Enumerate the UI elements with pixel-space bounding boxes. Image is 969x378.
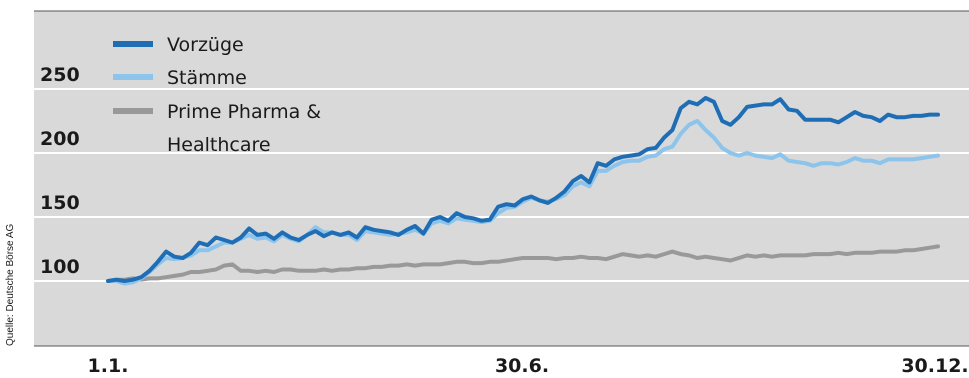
y-tick-label: 200 [40, 128, 80, 150]
y-tick-label: 150 [40, 192, 80, 214]
legend: Vorzüge Stämme Prime Pharma & Healthcare [113, 34, 321, 156]
series-line-0 [106, 96, 940, 283]
gridlines [34, 88, 969, 282]
y-tick-labels: 100 150 200 250 [40, 64, 80, 278]
source-note: Quelle: Deutsche Börse AG [5, 223, 16, 346]
x-tick-label: 30.6. [495, 355, 549, 377]
series-line-2 [106, 244, 940, 283]
x-tick-labels: 1.1. 30.6. 30.12. [88, 355, 969, 377]
legend-label: Prime Pharma & Healthcare [167, 101, 321, 156]
x-tick-label: 1.1. [88, 355, 129, 377]
y-tick-label: 250 [40, 64, 80, 86]
x-tick-label: 30.12. [901, 355, 968, 377]
y-tick-label: 100 [40, 256, 80, 278]
data-series [106, 96, 940, 286]
legend-label: Vorzüge [167, 34, 244, 56]
plot-background [34, 11, 969, 346]
legend-label: Stämme [167, 67, 247, 89]
